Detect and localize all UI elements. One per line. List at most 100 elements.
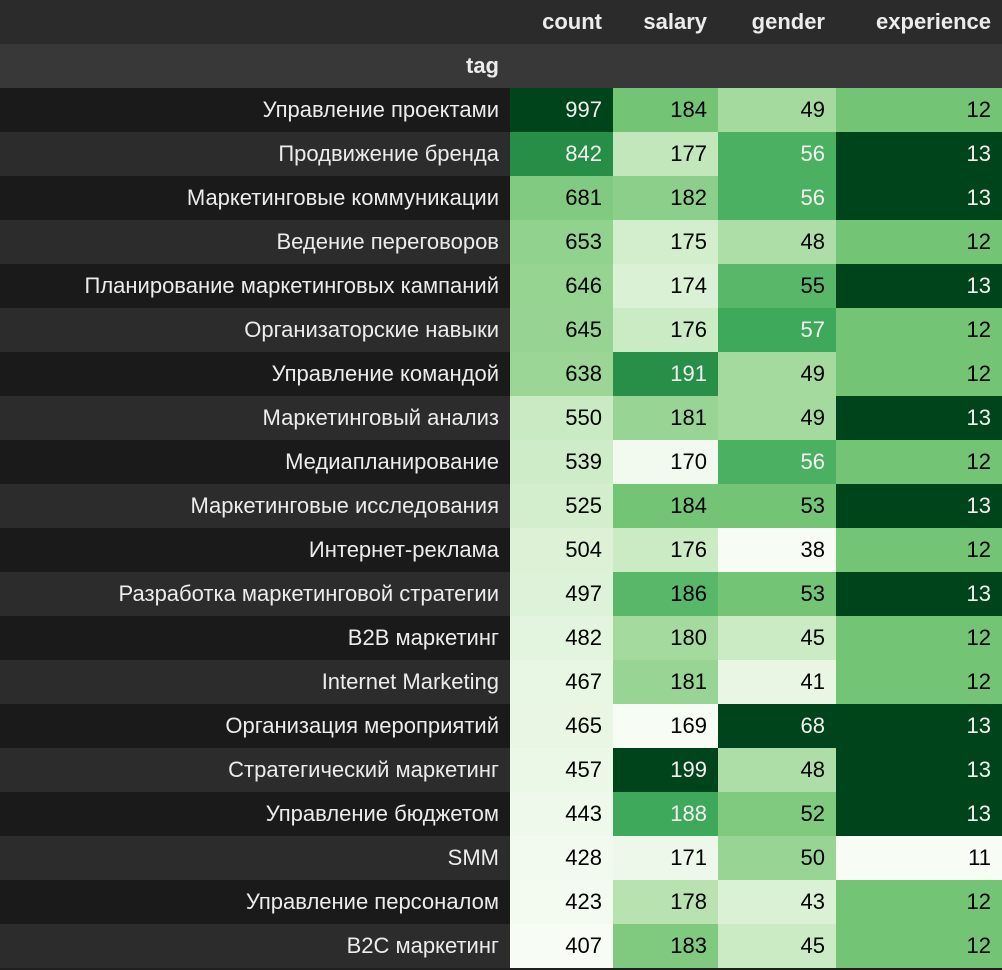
- cell-experience: 13: [836, 264, 1002, 308]
- cell-experience: 13: [836, 792, 1002, 836]
- cell-experience: 13: [836, 132, 1002, 176]
- table-row: Управление бюджетом 443 188 52 13: [0, 792, 1002, 836]
- row-label-tag: Управление персоналом: [0, 880, 510, 924]
- cell-salary: 180: [613, 616, 718, 660]
- cell-count: 504: [510, 528, 613, 572]
- row-label-tag: Ведение переговоров: [0, 220, 510, 264]
- column-header-salary: salary: [613, 0, 718, 44]
- row-label-tag: B2C маркетинг: [0, 924, 510, 968]
- table-row: Организаторские навыки 645 176 57 12: [0, 308, 1002, 352]
- index-row-blank: [836, 44, 1002, 88]
- cell-gender: 49: [718, 352, 836, 396]
- cell-count: 482: [510, 616, 613, 660]
- cell-count: 457: [510, 748, 613, 792]
- cell-gender: 43: [718, 880, 836, 924]
- cell-experience: 12: [836, 616, 1002, 660]
- cell-experience: 12: [836, 924, 1002, 968]
- row-label-tag: Стратегический маркетинг: [0, 748, 510, 792]
- cell-count: 428: [510, 836, 613, 880]
- cell-experience: 13: [836, 484, 1002, 528]
- table-row: Internet Marketing 467 181 41 12: [0, 660, 1002, 704]
- table-row: B2B маркетинг 482 180 45 12: [0, 616, 1002, 660]
- cell-salary: 176: [613, 308, 718, 352]
- row-label-tag: Маркетинговые исследования: [0, 484, 510, 528]
- table-row: Управление персоналом 423 178 43 12: [0, 880, 1002, 924]
- row-label-tag: Медиапланирование: [0, 440, 510, 484]
- cell-gender: 41: [718, 660, 836, 704]
- cell-count: 497: [510, 572, 613, 616]
- table-row: Управление командой 638 191 49 12: [0, 352, 1002, 396]
- cell-experience: 12: [836, 352, 1002, 396]
- cell-gender: 45: [718, 616, 836, 660]
- cell-count: 842: [510, 132, 613, 176]
- row-label-tag: Управление командой: [0, 352, 510, 396]
- cell-salary: 177: [613, 132, 718, 176]
- cell-experience: 11: [836, 836, 1002, 880]
- cell-experience: 12: [836, 440, 1002, 484]
- row-label-tag: B2B маркетинг: [0, 616, 510, 660]
- row-label-tag: Разработка маркетинговой стратегии: [0, 572, 510, 616]
- cell-experience: 13: [836, 176, 1002, 220]
- cell-experience: 13: [836, 748, 1002, 792]
- cell-experience: 12: [836, 880, 1002, 924]
- row-label-tag: SMM: [0, 836, 510, 880]
- cell-gender: 52: [718, 792, 836, 836]
- index-row-blank: [718, 44, 836, 88]
- cell-gender: 38: [718, 528, 836, 572]
- table-row: Маркетинговые исследования 525 184 53 13: [0, 484, 1002, 528]
- cell-salary: 184: [613, 88, 718, 132]
- cell-count: 646: [510, 264, 613, 308]
- cell-experience: 12: [836, 308, 1002, 352]
- cell-salary: 176: [613, 528, 718, 572]
- row-label-tag: Планирование маркетинговых кампаний: [0, 264, 510, 308]
- cell-gender: 45: [718, 924, 836, 968]
- cell-count: 467: [510, 660, 613, 704]
- cell-gender: 56: [718, 176, 836, 220]
- blank-corner-cell: [0, 0, 510, 44]
- table-row: Интернет-реклама 504 176 38 12: [0, 528, 1002, 572]
- cell-salary: 191: [613, 352, 718, 396]
- row-label-tag: Internet Marketing: [0, 660, 510, 704]
- cell-gender: 48: [718, 748, 836, 792]
- cell-count: 407: [510, 924, 613, 968]
- column-header-count: count: [510, 0, 613, 44]
- cell-count: 645: [510, 308, 613, 352]
- row-label-tag: Продвижение бренда: [0, 132, 510, 176]
- cell-gender: 53: [718, 572, 836, 616]
- cell-count: 638: [510, 352, 613, 396]
- cell-gender: 50: [718, 836, 836, 880]
- cell-salary: 170: [613, 440, 718, 484]
- table-row: Организация мероприятий 465 169 68 13: [0, 704, 1002, 748]
- cell-experience: 12: [836, 220, 1002, 264]
- table-row: Планирование маркетинговых кампаний 646 17…: [0, 264, 1002, 308]
- table-row: SMM 428 171 50 11: [0, 836, 1002, 880]
- table-row: Управление проектами 997 184 49 12: [0, 88, 1002, 132]
- table-row: Маркетинговый анализ 550 181 49 13: [0, 396, 1002, 440]
- cell-experience: 12: [836, 528, 1002, 572]
- table-row: B2C маркетинг 407 183 45 12: [0, 924, 1002, 968]
- cell-salary: 199: [613, 748, 718, 792]
- cell-experience: 12: [836, 660, 1002, 704]
- cell-salary: 174: [613, 264, 718, 308]
- cell-count: 423: [510, 880, 613, 924]
- cell-salary: 181: [613, 660, 718, 704]
- table-body: Управление проектами 997 184 49 12 Продвижени…: [0, 88, 1002, 968]
- index-row-blank: [510, 44, 613, 88]
- cell-salary: 182: [613, 176, 718, 220]
- cell-gender: 56: [718, 440, 836, 484]
- cell-experience: 13: [836, 396, 1002, 440]
- row-label-tag: Организаторские навыки: [0, 308, 510, 352]
- cell-salary: 169: [613, 704, 718, 748]
- row-label-tag: Маркетинговый анализ: [0, 396, 510, 440]
- cell-salary: 178: [613, 880, 718, 924]
- table-row: Маркетинговые коммуникации 681 182 56 13: [0, 176, 1002, 220]
- cell-count: 550: [510, 396, 613, 440]
- table-row: Продвижение бренда 842 177 56 13: [0, 132, 1002, 176]
- cell-gender: 56: [718, 132, 836, 176]
- table-row: Стратегический маркетинг 457 199 48 13: [0, 748, 1002, 792]
- cell-gender: 57: [718, 308, 836, 352]
- cell-salary: 175: [613, 220, 718, 264]
- cell-count: 681: [510, 176, 613, 220]
- index-name-row: tag: [0, 44, 1002, 88]
- cell-count: 525: [510, 484, 613, 528]
